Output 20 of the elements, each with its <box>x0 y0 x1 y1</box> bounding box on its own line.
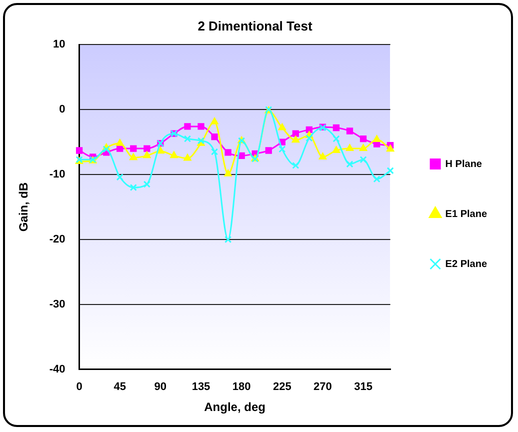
y-tick-label: 0 <box>59 104 66 116</box>
x-tick-label: 0 <box>76 381 82 394</box>
legend-label: H Plane <box>445 158 482 170</box>
y-tick-label: -40 <box>49 363 66 376</box>
y-axis-title: Gain, dB <box>16 182 31 232</box>
chart-title: 2 Dimentional Test <box>198 18 313 34</box>
y-tick-label: -10 <box>49 168 66 181</box>
y-tick-label: -20 <box>49 234 66 246</box>
x-tick-label: 135 <box>192 381 210 394</box>
legend-label: E1 Plane <box>445 208 488 220</box>
x-tick-label: 225 <box>272 381 292 394</box>
y-tick-label: 10 <box>53 38 66 51</box>
y-tick-label: -30 <box>49 298 66 310</box>
legend-label: E2 Plane <box>445 258 488 270</box>
x-axis-title: Angle, deg <box>204 400 266 414</box>
x-tick-label: 270 <box>314 381 332 394</box>
x-tick-label: 180 <box>232 381 251 394</box>
x-tick-label: 45 <box>114 381 126 394</box>
x-tick-label: 90 <box>154 381 167 394</box>
x-tick-label: 315 <box>354 381 372 394</box>
